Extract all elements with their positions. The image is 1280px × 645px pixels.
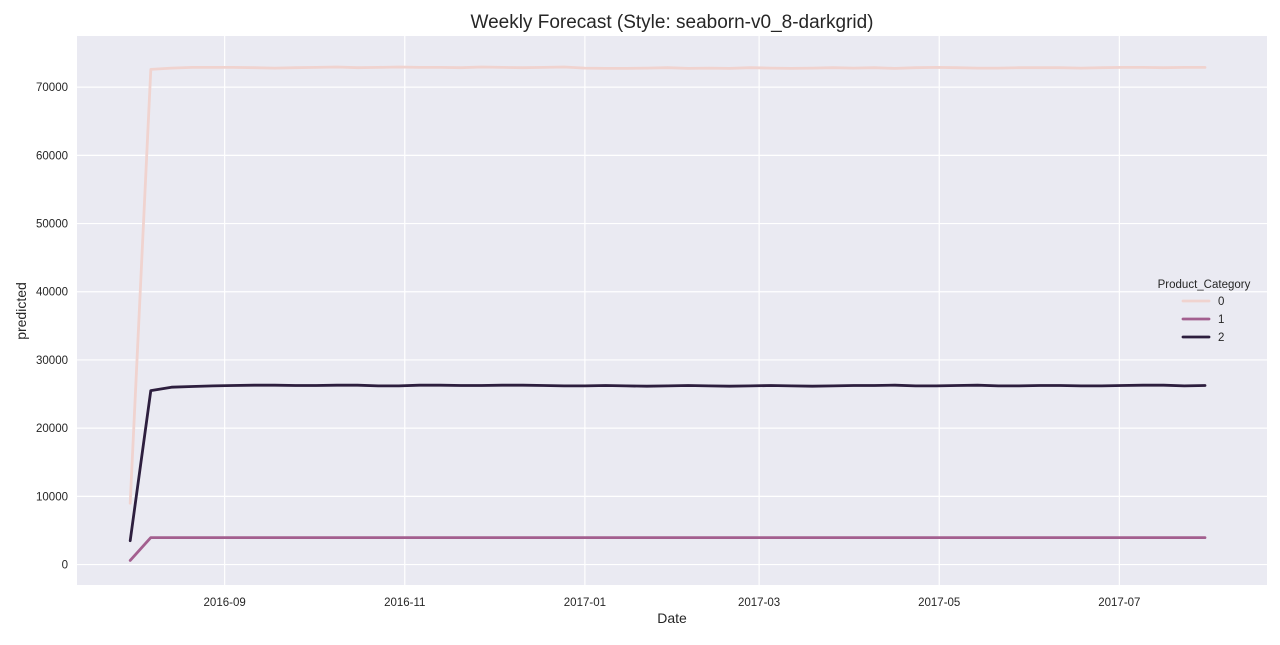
series-line-2 [128,383,1207,543]
x-tick-label: 2017-05 [918,597,960,609]
y-tick-label: 10000 [36,491,68,503]
legend-title: Product_Category [1158,279,1251,291]
y-axis-ticks: 0 10000 20000 30000 40000 50000 60000 70000 [36,82,68,571]
x-tick-label: 2017-01 [564,597,606,609]
series-lines [128,65,1207,562]
x-axis-label: Date [657,610,687,626]
y-tick-label: 60000 [36,150,68,162]
x-tick-label: 2017-03 [738,597,780,609]
x-tick-label: 2017-07 [1098,597,1140,609]
y-tick-label: 40000 [36,287,68,299]
legend-label-2: 2 [1218,332,1224,344]
legend-label-1: 1 [1218,314,1224,326]
series-line-0 [128,65,1207,505]
y-tick-label: 70000 [36,82,68,94]
y-tick-label: 20000 [36,423,68,435]
x-tick-label: 2016-09 [204,597,246,609]
y-tick-label: 30000 [36,355,68,367]
x-tick-label: 2016-11 [384,597,425,609]
series-line-1 [128,536,1207,562]
y-axis-label: predicted [13,282,29,340]
legend-label-0: 0 [1218,296,1224,308]
gridlines [77,36,1267,585]
y-tick-label: 0 [62,560,68,572]
legend: Product_Category 0 1 2 [1158,279,1251,344]
x-axis-ticks: 2016-09 2016-11 2017-01 2017-03 2017-05 2017-… [204,597,1141,609]
chart-title: Weekly Forecast (Style: seaborn-v0_8-dar… [470,12,873,33]
y-tick-label: 50000 [36,219,68,231]
plot-area-background [77,36,1267,585]
